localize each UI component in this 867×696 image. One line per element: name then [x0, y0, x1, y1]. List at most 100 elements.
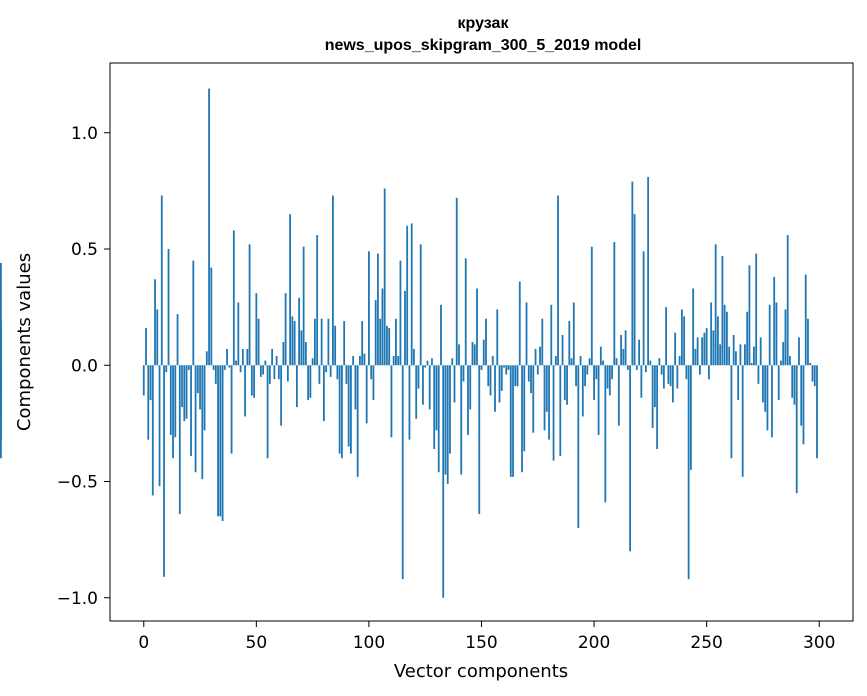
x-tick-label: 250 — [690, 633, 722, 653]
bar — [489, 365, 492, 396]
bar — [282, 342, 285, 366]
bar — [507, 365, 510, 370]
bar — [311, 358, 314, 366]
bar — [352, 355, 355, 366]
bar — [714, 244, 717, 366]
bar — [633, 214, 636, 366]
bar — [390, 365, 393, 438]
bar — [149, 365, 152, 401]
bar — [473, 344, 476, 366]
bar — [500, 365, 503, 391]
bar — [687, 365, 690, 580]
bar — [408, 365, 411, 440]
bar — [744, 344, 746, 366]
bar — [719, 344, 722, 366]
bar — [775, 302, 778, 366]
bar — [649, 360, 652, 366]
bar — [0, 365, 2, 459]
bar — [782, 342, 785, 366]
bar — [309, 365, 312, 398]
bar — [678, 355, 681, 366]
bar — [363, 353, 366, 366]
bar — [345, 365, 348, 384]
bar — [692, 288, 695, 366]
bar — [534, 348, 537, 366]
bar — [662, 365, 665, 389]
bar — [532, 365, 535, 433]
bar — [219, 365, 222, 517]
bar — [424, 365, 427, 368]
bar — [705, 328, 708, 366]
bar — [685, 365, 688, 380]
bar — [615, 358, 618, 366]
bar — [816, 365, 818, 459]
bar — [599, 346, 602, 366]
bar — [509, 365, 512, 477]
bar — [142, 365, 145, 396]
bar — [622, 348, 625, 366]
bar — [638, 339, 641, 366]
bar — [212, 365, 215, 370]
bar — [606, 365, 609, 389]
bar — [674, 332, 677, 366]
bar — [570, 358, 573, 366]
bar — [496, 309, 499, 366]
bar — [568, 321, 571, 366]
bar — [446, 365, 449, 484]
bar — [291, 316, 294, 366]
bar — [318, 365, 321, 384]
bar — [595, 365, 598, 380]
bar — [708, 365, 710, 380]
bar — [210, 267, 213, 366]
bar — [419, 244, 422, 366]
bar — [741, 365, 744, 477]
y-tick-label: 1.0 — [71, 124, 98, 144]
bar — [404, 290, 406, 366]
bar — [735, 351, 737, 366]
bar — [640, 365, 643, 398]
bar — [575, 365, 577, 387]
bar — [629, 365, 631, 552]
bar — [795, 365, 798, 494]
bar — [780, 360, 782, 366]
bar — [586, 365, 589, 375]
bar — [559, 365, 562, 456]
x-axis-label: Vector components — [394, 661, 568, 682]
bar — [248, 244, 251, 366]
bar — [800, 365, 803, 426]
bar — [604, 365, 607, 503]
y-tick-label: 0.5 — [71, 240, 98, 260]
bar — [449, 365, 451, 454]
bar — [356, 365, 359, 477]
bar — [494, 365, 496, 412]
bar — [471, 342, 474, 366]
bar — [440, 304, 442, 366]
bar — [271, 348, 274, 366]
bar — [383, 188, 386, 366]
bar — [181, 365, 183, 408]
bar — [730, 365, 733, 459]
bar — [201, 365, 204, 480]
x-tick-label: 150 — [465, 633, 497, 653]
bar — [203, 365, 206, 431]
bar — [417, 365, 420, 389]
bar — [660, 365, 663, 375]
bar — [536, 365, 539, 375]
bar — [478, 365, 481, 515]
bar — [750, 362, 753, 366]
bar — [624, 330, 627, 366]
bar — [802, 365, 805, 445]
chart-subtitle: news_upos_skipgram_300_5_2019 model — [325, 37, 642, 54]
bar — [437, 365, 440, 473]
bar — [732, 335, 735, 366]
bar — [694, 348, 697, 366]
bar — [295, 365, 298, 408]
bar — [469, 365, 472, 410]
bar — [807, 318, 809, 366]
bar — [255, 293, 258, 366]
bar — [680, 309, 683, 366]
x-tick-label: 100 — [353, 633, 385, 653]
bar — [541, 318, 544, 366]
bar — [266, 365, 269, 459]
